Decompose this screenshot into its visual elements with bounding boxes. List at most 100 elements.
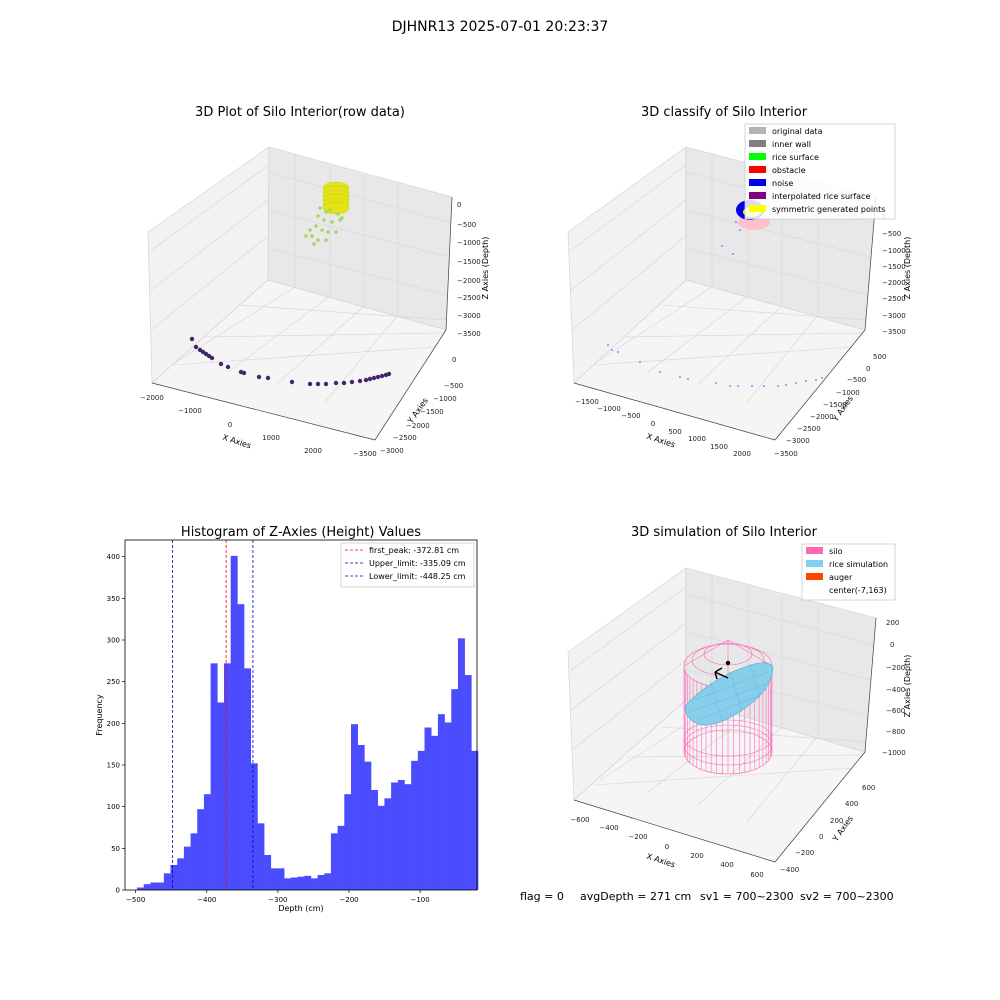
scatter-point [737,385,739,387]
histogram-bar [337,825,345,890]
scatter-point [189,336,195,342]
scatter-point [314,224,318,228]
svg-text:−400: −400 [780,866,799,874]
histogram-bars [137,555,479,890]
svg-text:−500: −500 [847,376,866,384]
z-tick: −1000 [457,239,481,247]
x-tick-label: −500 [126,896,145,904]
scatter-point [732,253,734,255]
svg-text:1000: 1000 [688,435,706,443]
histogram-bar [350,724,358,890]
y-tick-label: 300 [107,637,120,645]
legend-entry: silo [829,547,843,556]
scatter-point [371,375,377,381]
histogram-bar [270,868,278,890]
scatter-point [617,351,619,353]
scatter-point [795,382,797,384]
legend-entry: noise [772,179,793,188]
histogram-bar [237,604,245,890]
y-tick-labels: 600 400 200 0 −200 −400 [780,784,875,874]
scatter-point [777,385,779,387]
z-axis-label: Z Axies (Depth) [903,655,912,718]
legend-entry: rice simulation [829,560,888,569]
y-tick-label: 0 [116,887,120,895]
legend-entry: auger [829,573,853,582]
z-tick: −3500 [457,330,481,338]
y-tick: −3000 [380,447,404,455]
histogram-bar [157,882,165,890]
y-tick: −2500 [393,434,417,442]
x-tick: 2000 [304,447,322,455]
y-tick-label: 200 [107,720,120,728]
svg-text:−400: −400 [886,686,905,694]
z-axis-label: Z Axies (Depth) [481,237,490,300]
svg-text:−400: −400 [599,824,618,832]
svg-text:−2500: −2500 [797,425,821,433]
panel-histogram: Histogram of Z-Axies (Height) Values −50… [95,525,479,913]
panel-title: 3D classify of Silo Interior [641,105,808,120]
histogram-bar [150,882,158,890]
scatter-point [315,381,321,387]
scatter-point [218,361,224,367]
scatter-point [334,230,338,234]
legend: first_peak: -372.81 cm Upper_limit: -335.… [340,542,475,588]
scatter-point [386,371,392,377]
y-tick-label: 150 [107,762,120,770]
histogram-bar [143,884,151,890]
histogram-bar [457,638,465,890]
legend-swatch [749,127,766,134]
histogram-bar [471,750,479,890]
svg-text:0: 0 [890,641,894,649]
z-tick-labels: 200 0 −200 −400 −600 −800 −1000 [882,619,906,757]
legend-swatch [749,179,766,186]
scatter-point [322,218,326,222]
svg-text:−200: −200 [886,664,905,672]
scatter-point [326,230,330,234]
svg-text:−1500: −1500 [882,263,906,271]
svg-text:200: 200 [830,817,843,825]
histogram-bar [297,876,305,890]
x-axis-label: X Axies [221,433,252,451]
svg-text:0: 0 [651,420,655,428]
x-tick-labels: −600 −400 −200 0 200 400 600 [570,816,763,879]
scatter-point [308,228,312,232]
scatter-points [189,181,392,387]
y-tick-label: 350 [107,595,120,603]
scatter-point [333,380,339,386]
panel-simulation: 3D simulation of Silo Interior [567,525,912,879]
scatter-point [310,234,314,238]
svg-text:0: 0 [866,365,870,373]
legend-entry: symmetric generated points [772,205,885,214]
svg-text:600: 600 [750,871,763,879]
z-tick: −1500 [457,258,481,266]
svg-text:−500: −500 [621,412,640,420]
scatter-point [304,234,308,238]
panel-raw-data: 3D Plot of Silo Interior(row data) −2000… [140,105,490,458]
legend: original data inner wall rice surface obsta… [744,123,896,220]
histogram-bar [371,790,379,890]
svg-text:−1000: −1000 [882,749,906,757]
legend-swatch [749,140,766,147]
svg-text:−600: −600 [886,707,905,715]
y-tick: −3500 [353,450,377,458]
scatter-point [751,385,753,387]
center-marker [725,660,731,666]
histogram-bar [264,855,272,890]
scatter-point [241,370,247,376]
scatter-point [209,355,215,361]
sv1-text: sv1 = 700~2300 [700,890,794,903]
histogram-bar [330,833,338,890]
histogram-bar [317,875,325,890]
x-ticks: −500 −400 −300 −200 −100 [126,890,430,904]
y-tick-label: 100 [107,803,120,811]
histogram-bar [217,702,225,890]
scatter-point [312,242,316,246]
x-tick: −1000 [178,407,202,415]
svg-text:0: 0 [665,843,669,851]
scatter-point [323,381,329,387]
x-tick: 1000 [262,434,280,442]
grid-lines [149,154,452,403]
legend-swatch [749,153,766,160]
scatter-point [265,375,271,381]
